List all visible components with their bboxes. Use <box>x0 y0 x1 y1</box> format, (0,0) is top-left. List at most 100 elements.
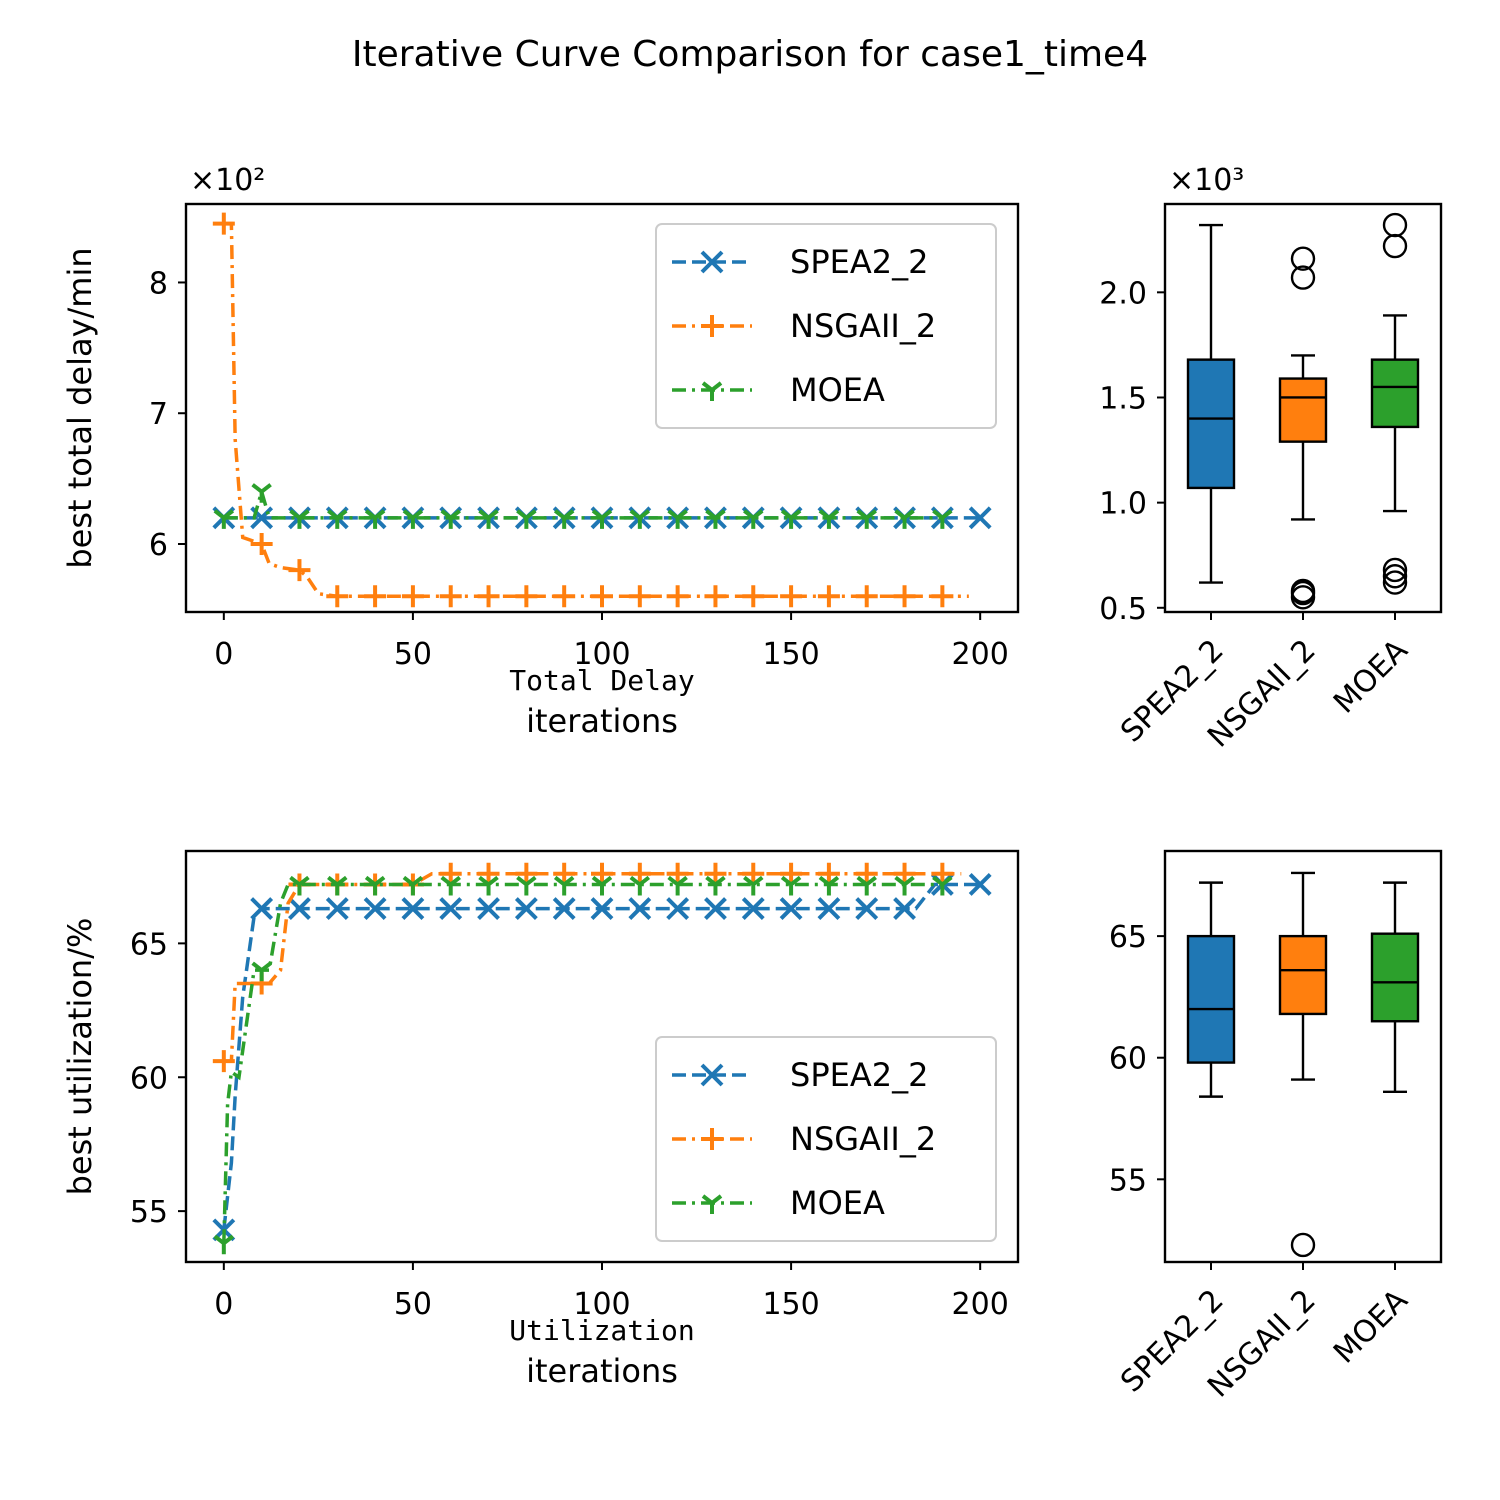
y-tick-label: 6 <box>149 528 168 563</box>
outlier-point <box>1290 265 1316 290</box>
legend-label: MOEA <box>790 1184 885 1222</box>
box-iqr <box>1278 377 1328 443</box>
data-point-nsgaii-2 <box>515 862 538 885</box>
y-tick-label: 60 <box>130 1061 168 1096</box>
x-tick-label: 50 <box>394 1287 432 1322</box>
data-point-nsgaii-2 <box>666 862 689 885</box>
box-spea2-2 <box>1186 881 1236 1098</box>
data-point-spea2-2 <box>363 897 387 920</box>
data-point-nsgaii-2 <box>553 585 576 608</box>
outlier-point <box>1382 212 1408 238</box>
data-point-moea <box>894 875 915 896</box>
box-iqr <box>1370 932 1420 1023</box>
data-point-moea <box>289 875 310 896</box>
data-point-spea2-2 <box>968 873 992 896</box>
legend-marker <box>700 250 724 274</box>
data-point-nsgaii-2 <box>628 862 651 885</box>
data-point-moea <box>553 875 575 896</box>
x-tick-label: 200 <box>952 1287 1009 1322</box>
x-tick-label: 150 <box>762 637 819 672</box>
y-axis-label: best utilization/% <box>61 918 99 1196</box>
data-point-spea2-2 <box>590 897 614 920</box>
legend-label: NSGAII_2 <box>790 1120 936 1158</box>
data-point-nsgaii-2 <box>288 559 311 582</box>
data-point-spea2-2 <box>401 897 425 920</box>
axes-frame <box>1163 202 1443 614</box>
data-point-nsgaii-2 <box>515 585 538 608</box>
y-tick-label: 60 <box>1109 1042 1147 1077</box>
data-point-moea <box>516 875 537 896</box>
data-point-spea2-2 <box>552 897 576 920</box>
data-point-nsgaii-2 <box>817 585 840 608</box>
data-point-moea <box>213 509 235 529</box>
series-line-moea <box>223 485 943 520</box>
data-point-spea2-2 <box>628 897 652 920</box>
data-point-spea2-2 <box>325 897 349 920</box>
data-point-moea <box>780 509 802 529</box>
legend-item-moea: MOEA <box>672 371 885 409</box>
data-point-nsgaii-2 <box>855 862 878 885</box>
data-point-moea <box>402 875 424 896</box>
y-tick-label: 7 <box>149 397 168 432</box>
y-tick-label: 1.0 <box>1099 487 1147 522</box>
x-tick-label: 100 <box>573 637 630 672</box>
data-point-nsgaii-2 <box>477 862 500 885</box>
data-point-spea2-2 <box>704 897 727 920</box>
y-tick-label: 2.0 <box>1099 276 1147 311</box>
data-point-spea2-2 <box>893 897 916 920</box>
figure-title: Iterative Curve Comparison for case1_tim… <box>352 34 1148 75</box>
y-tick-label: 65 <box>1109 920 1147 955</box>
x-tick-label: 150 <box>762 1287 819 1322</box>
outlier-point <box>1382 564 1408 589</box>
data-point-moea <box>553 509 575 529</box>
x-axis-label: iterations <box>526 702 678 740</box>
legend-label: NSGAII_2 <box>790 307 936 345</box>
legend-item-nsgaii-2: NSGAII_2 <box>672 1120 936 1158</box>
data-point-moea <box>440 875 461 896</box>
y-tick-label: 1.5 <box>1099 381 1147 416</box>
data-point-moea <box>818 875 840 896</box>
box-spea2-2 <box>1186 223 1236 584</box>
data-point-moea <box>327 875 348 896</box>
data-point-moea <box>743 509 764 529</box>
y-offset-label: ×10² <box>190 163 265 198</box>
legend-item-nsgaii-2: NSGAII_2 <box>672 307 936 345</box>
data-point-nsgaii-2 <box>704 585 727 608</box>
box-moea <box>1370 212 1420 595</box>
legend-label: SPEA2_2 <box>790 243 928 281</box>
data-point-nsgaii-2 <box>591 585 613 608</box>
data-point-moea <box>894 509 915 529</box>
box-iqr <box>1370 358 1420 429</box>
data-point-moea <box>667 509 688 529</box>
y-tick-label: 55 <box>130 1195 168 1230</box>
data-point-nsgaii-2 <box>477 585 500 608</box>
x-tick-label: 50 <box>394 637 432 672</box>
data-point-moea <box>289 509 310 529</box>
data-point-nsgaii-2 <box>931 862 954 885</box>
data-point-moea <box>629 509 651 529</box>
data-point-nsgaii-2 <box>704 862 727 885</box>
y-axis-label: best total delay/min <box>61 247 99 568</box>
legend-item-moea: MOEA <box>672 1184 885 1222</box>
data-point-moea <box>780 875 802 896</box>
data-point-moea <box>932 509 953 529</box>
data-point-nsgaii-2 <box>893 585 916 608</box>
data-point-nsgaii-2 <box>780 585 803 608</box>
data-point-moea <box>251 483 272 503</box>
axes-frame <box>1163 849 1443 1264</box>
legend-label: MOEA <box>790 371 885 409</box>
data-point-moea <box>705 875 726 896</box>
box-moea <box>1370 881 1420 1093</box>
x-axis-label: iterations <box>526 1352 678 1390</box>
data-point-nsgaii-2 <box>855 585 878 608</box>
data-point-spea2-2 <box>477 897 500 920</box>
data-point-spea2-2 <box>288 897 311 920</box>
data-point-nsgaii-2 <box>591 862 613 885</box>
legend-item-spea2-2: SPEA2_2 <box>672 243 928 281</box>
data-point-nsgaii-2 <box>212 212 235 235</box>
data-point-spea2-2 <box>439 897 463 920</box>
data-point-moea <box>478 509 499 529</box>
data-point-moea <box>856 509 877 529</box>
data-point-moea <box>516 509 537 529</box>
